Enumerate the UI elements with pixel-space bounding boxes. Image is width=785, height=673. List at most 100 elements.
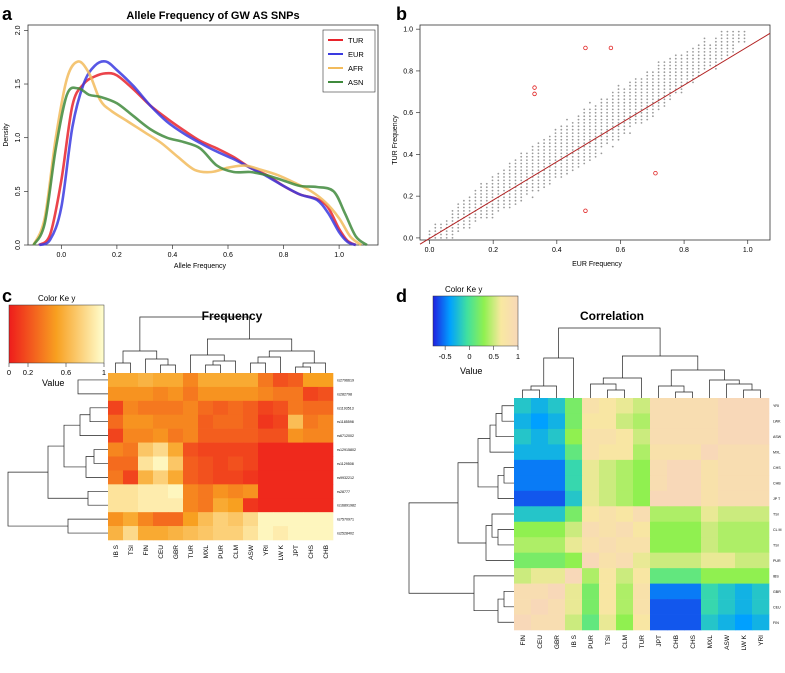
heatmap-cell <box>650 444 668 461</box>
scatter-point <box>468 210 471 212</box>
scatter-point <box>497 189 500 192</box>
heatmap-cell <box>701 428 719 445</box>
scatter-point <box>543 159 545 162</box>
dendrogram-branch <box>491 513 514 538</box>
scatter-point <box>537 149 540 151</box>
heatmap-cell <box>228 400 244 416</box>
scatter-point <box>531 186 534 189</box>
scatter-point <box>663 105 666 107</box>
heatmap-cell <box>616 552 634 569</box>
dendrogram-branch <box>477 438 498 488</box>
scatter-point <box>589 125 591 128</box>
scatter-point <box>503 203 505 206</box>
outlier-point <box>532 91 537 97</box>
scatter-point <box>520 169 523 172</box>
heatmap-cell <box>288 414 304 429</box>
scatter-point <box>589 138 591 141</box>
scatter-point <box>583 149 586 151</box>
heatmap-cell <box>138 428 154 443</box>
heatmap-cell <box>565 599 583 615</box>
scatter-point <box>571 142 574 145</box>
scatter-point <box>680 78 683 80</box>
column-label: CEU <box>158 545 165 559</box>
heatmap-cell <box>243 484 259 499</box>
heatmap-cell <box>718 614 736 631</box>
scatter-point <box>703 40 706 43</box>
column-label: PUR <box>218 545 225 559</box>
scatter-point <box>657 81 660 84</box>
dendrogram-branch <box>501 405 514 422</box>
scatter-point <box>577 122 580 124</box>
scatter-point <box>526 159 528 162</box>
scatter-point <box>600 125 603 128</box>
scatter-point <box>531 189 534 192</box>
scatter-point <box>617 95 620 97</box>
scatter-point <box>520 179 523 182</box>
scatter-point <box>589 152 591 155</box>
scatter-point <box>640 105 643 107</box>
scatter-point <box>589 142 591 145</box>
heatmap-cell <box>213 386 229 402</box>
heatmap-cell <box>514 413 532 430</box>
heatmap-cell <box>718 521 736 538</box>
scatter-point <box>577 155 580 158</box>
scatter-point <box>703 37 706 40</box>
column-label: TSI <box>605 635 612 645</box>
scatter-point <box>737 34 740 36</box>
heatmap-cell <box>303 470 319 485</box>
color-key-title: Color Ke y <box>38 294 75 303</box>
row-label: PUR <box>773 559 781 563</box>
dendrogram-branch <box>495 413 514 438</box>
scatter-point <box>697 44 700 47</box>
scatter-point <box>663 88 666 90</box>
scatter-point <box>491 216 494 219</box>
dendrogram-branch <box>295 366 311 373</box>
color-key: Color Ke y 0 0.2 0.6 1 Value <box>7 294 106 388</box>
scatter-point <box>652 71 654 74</box>
scatter-point <box>606 135 608 138</box>
scatter-point <box>577 159 580 162</box>
scatter-point <box>531 159 534 162</box>
heatmap-cell <box>599 521 617 538</box>
heatmap-cell <box>633 490 651 507</box>
scatter-point <box>692 71 694 74</box>
scatter-point <box>583 108 586 111</box>
scatter-point <box>715 54 717 57</box>
scatter-point <box>514 166 517 168</box>
scatter-point <box>503 169 505 172</box>
scatter-point <box>480 193 482 195</box>
scatter-point <box>606 122 608 124</box>
scatter-point <box>583 122 586 124</box>
scatter-point <box>503 176 505 178</box>
scatter-point <box>732 37 734 40</box>
scatter-point <box>474 189 477 192</box>
heatmap-cell <box>565 583 583 600</box>
heatmap-cell <box>318 470 334 485</box>
heatmap-cell <box>228 470 244 485</box>
scatter-point <box>657 95 660 97</box>
heatmap-cell <box>735 506 753 523</box>
heatmap-cell <box>228 386 244 402</box>
scatter-point <box>743 30 746 33</box>
heatmap-cell <box>599 490 617 507</box>
heatmap-cell <box>752 521 770 538</box>
scatter-point <box>686 61 689 63</box>
row-label: rs6712002 <box>337 434 354 438</box>
scatter-point <box>577 125 580 128</box>
heatmap-cell <box>735 599 753 615</box>
scatter-point <box>680 54 683 57</box>
scatter-point <box>583 142 586 145</box>
heatmap-cell <box>684 614 702 631</box>
scatter-point <box>634 95 637 97</box>
density-chart-title: Allele Frequency of GW AS SNPs <box>126 10 299 22</box>
scatter-point <box>514 159 517 162</box>
heatmap-cell <box>243 386 259 402</box>
scatter-point <box>669 88 671 90</box>
scatter-point <box>531 172 534 175</box>
dendrogram-branch <box>503 467 514 484</box>
heatmap-cell <box>514 583 532 600</box>
scatter-point <box>548 155 551 158</box>
scatter-point <box>697 64 700 67</box>
scatter-point <box>594 105 597 107</box>
scatter-point <box>497 182 500 185</box>
